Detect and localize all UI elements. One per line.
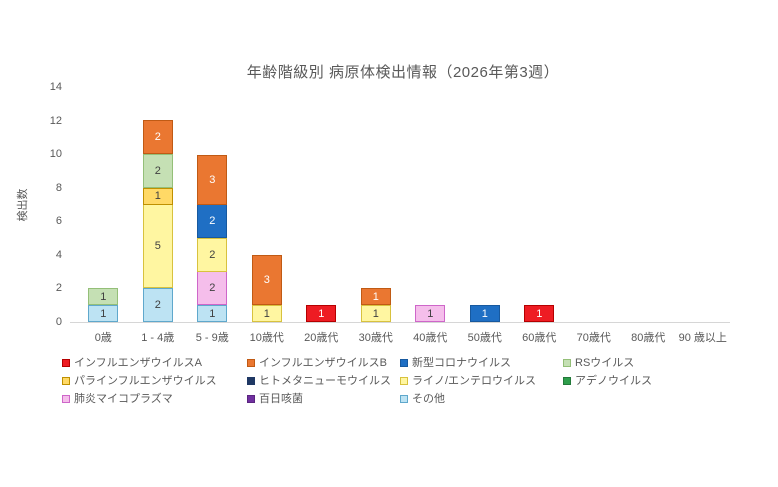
y-tick-label: 6 bbox=[55, 215, 62, 228]
legend-item: その他 bbox=[400, 393, 563, 405]
bar-segment: 1 bbox=[142, 187, 173, 205]
bar-segment: 2 bbox=[142, 288, 173, 322]
legend-label: その他 bbox=[412, 393, 445, 405]
bar-data-label: 1 bbox=[263, 307, 270, 320]
x-category-label: 0歳 bbox=[94, 332, 112, 344]
bar-data-label: 5 bbox=[154, 240, 161, 253]
bar-segment: 1 bbox=[360, 288, 391, 306]
bar-data-label: 2 bbox=[209, 282, 216, 295]
bar-data-label: 2 bbox=[154, 299, 161, 311]
x-category-label: 90 歳以上 bbox=[678, 332, 727, 344]
legend-swatch-icon bbox=[400, 359, 408, 367]
y-tick-label: 0 bbox=[55, 316, 62, 328]
y-tick-label: 12 bbox=[49, 114, 62, 127]
legend-item: 肺炎マイコプラズマ bbox=[62, 393, 247, 405]
x-category-label: 60歳代 bbox=[522, 332, 557, 344]
legend-item: パラインフルエンザウイルス bbox=[62, 375, 247, 387]
legend-swatch-icon bbox=[247, 377, 255, 385]
bar-segment: 1 bbox=[88, 288, 119, 306]
bar-segment: 3 bbox=[197, 154, 228, 205]
y-tick-label: 4 bbox=[55, 248, 62, 261]
x-category-label: 1 - 4歳 bbox=[141, 332, 175, 344]
x-category-label: 30歳代 bbox=[358, 332, 393, 344]
legend-label: パラインフルエンザウイルス bbox=[74, 375, 217, 387]
legend-swatch-icon bbox=[247, 395, 255, 403]
bar-segment: 1 bbox=[469, 305, 500, 322]
x-axis-line bbox=[70, 322, 730, 323]
legend-item: RSウイルス bbox=[563, 357, 762, 369]
bar-data-label: 1 bbox=[536, 307, 543, 320]
bar-segment: 2 bbox=[142, 153, 173, 188]
legend-swatch-icon bbox=[62, 395, 70, 403]
bar-segment: 2 bbox=[197, 204, 228, 239]
legend-swatch-icon bbox=[62, 359, 70, 367]
bar-data-label: 3 bbox=[209, 173, 216, 186]
legend-item: ライノ/エンテロウイルス bbox=[400, 375, 563, 387]
bar-data-label: 1 bbox=[481, 307, 488, 320]
legend-label: アデノウイルス bbox=[575, 375, 652, 387]
bar-segment: 3 bbox=[251, 255, 282, 306]
legend-label: インフルエンザウイルスA bbox=[74, 357, 203, 369]
x-category-label: 10歳代 bbox=[249, 332, 284, 344]
legend-item: インフルエンザウイルスB bbox=[247, 357, 400, 369]
legend-swatch-icon bbox=[563, 359, 571, 367]
x-category-label: 70歳代 bbox=[576, 332, 611, 344]
bar-segment: 1 bbox=[524, 305, 555, 322]
legend-item: ヒトメタニューモウイルス bbox=[247, 375, 400, 387]
bar-segment: 1 bbox=[306, 305, 337, 322]
bar-data-label: 1 bbox=[100, 290, 107, 303]
x-category-label: 5 - 9歳 bbox=[195, 332, 229, 344]
bar-segment: 1 bbox=[197, 305, 228, 322]
legend-item: アデノウイルス bbox=[563, 375, 762, 387]
bar-data-label: 1 bbox=[372, 307, 379, 320]
bar-data-label: 1 bbox=[318, 307, 325, 320]
bar-segment: 2 bbox=[142, 120, 173, 155]
legend-swatch-icon bbox=[400, 377, 408, 385]
legend-swatch-icon bbox=[563, 377, 571, 385]
bar-data-label: 1 bbox=[100, 307, 107, 320]
legend-swatch-icon bbox=[247, 359, 255, 367]
legend-item: 新型コロナウイルス bbox=[400, 357, 563, 369]
legend-label: 百日咳菌 bbox=[259, 393, 303, 405]
y-tick-label: 2 bbox=[55, 282, 62, 295]
bar-data-label: 1 bbox=[427, 307, 434, 320]
legend-swatch-icon bbox=[62, 377, 70, 385]
legend-swatch-icon bbox=[400, 395, 408, 403]
x-category-label: 40歳代 bbox=[413, 332, 448, 344]
bar-data-label: 2 bbox=[209, 215, 216, 228]
x-category-label: 80歳代 bbox=[631, 332, 666, 344]
x-category-label: 20歳代 bbox=[304, 332, 339, 344]
bar-data-label: 1 bbox=[154, 190, 161, 202]
bar-data-label: 1 bbox=[372, 290, 379, 303]
bar-segment: 2 bbox=[197, 237, 228, 272]
bar-segment: 1 bbox=[360, 305, 391, 322]
bar-segment: 1 bbox=[415, 305, 446, 322]
bar-segment: 5 bbox=[142, 204, 173, 289]
x-category-label: 50歳代 bbox=[467, 332, 502, 344]
bar-data-label: 2 bbox=[154, 131, 161, 144]
bar-segment: 1 bbox=[251, 305, 282, 322]
bar-data-label: 2 bbox=[209, 248, 216, 261]
legend-label: 新型コロナウイルス bbox=[412, 357, 511, 369]
legend: インフルエンザウイルスA インフルエンザウイルスB 新型コロナウイルス RSウイルスパ… bbox=[62, 357, 762, 405]
legend-label: 肺炎マイコプラズマ bbox=[74, 393, 173, 405]
y-tick-label: 14 bbox=[49, 81, 62, 93]
legend-label: インフルエンザウイルスB bbox=[259, 357, 388, 369]
bar-data-label: 1 bbox=[209, 307, 216, 320]
bar-segment: 2 bbox=[197, 271, 228, 306]
y-tick-label: 8 bbox=[55, 181, 62, 194]
bar-data-label: 3 bbox=[263, 274, 270, 287]
legend-label: RSウイルス bbox=[575, 357, 635, 369]
bar-segment: 1 bbox=[88, 305, 119, 322]
legend-label: ヒトメタニューモウイルス bbox=[259, 375, 391, 387]
bar-data-label: 2 bbox=[154, 164, 161, 177]
legend-item: 百日咳菌 bbox=[247, 393, 400, 405]
legend-label: ライノ/エンテロウイルス bbox=[412, 375, 537, 387]
chart-title: 年齢階級別 病原体検出情報（2026年第3週） bbox=[246, 64, 560, 81]
legend-item: インフルエンザウイルスA bbox=[62, 357, 247, 369]
y-tick-label: 10 bbox=[49, 148, 62, 161]
